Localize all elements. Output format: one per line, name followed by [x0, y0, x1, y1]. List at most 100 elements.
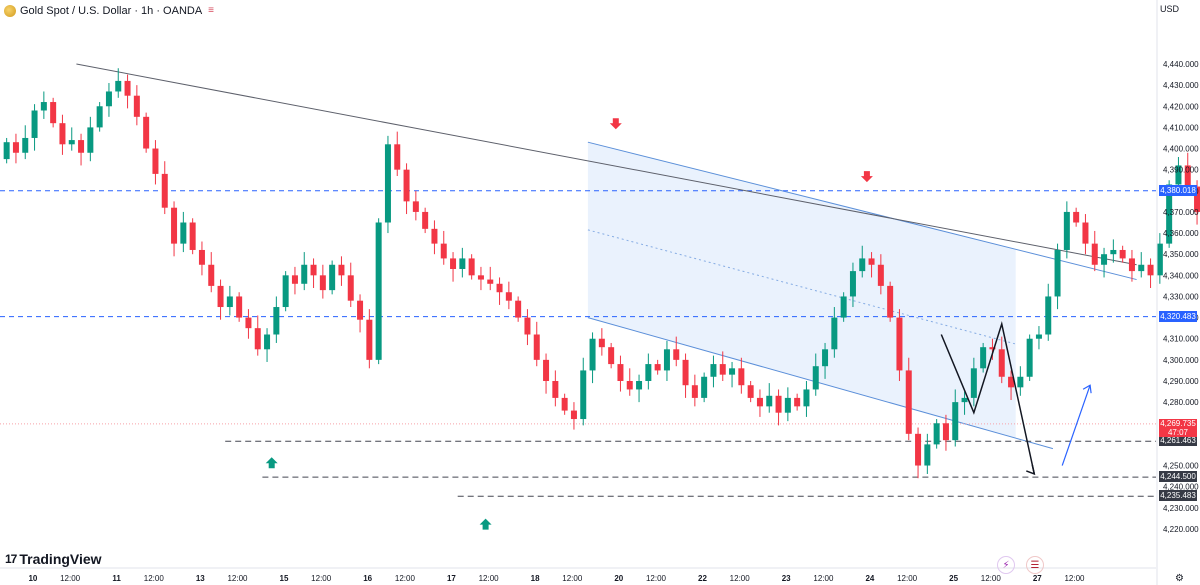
- candle-body[interactable]: [598, 338, 605, 348]
- last-price-tag[interactable]: 4,269.735 47:07: [1159, 418, 1197, 437]
- candle-body[interactable]: [180, 222, 187, 244]
- candle-body[interactable]: [171, 207, 178, 244]
- candle-body[interactable]: [319, 275, 326, 291]
- candle-body[interactable]: [784, 397, 791, 413]
- candle-body[interactable]: [896, 317, 903, 371]
- candle-body[interactable]: [226, 296, 233, 308]
- candle-body[interactable]: [105, 91, 112, 107]
- candle-body[interactable]: [840, 296, 847, 318]
- candle-body[interactable]: [729, 368, 736, 375]
- candle-body[interactable]: [1073, 211, 1080, 223]
- candle-body[interactable]: [831, 317, 838, 350]
- candle-body[interactable]: [822, 349, 829, 367]
- candle-body[interactable]: [989, 347, 996, 350]
- trendline[interactable]: [76, 63, 1137, 266]
- candle-body[interactable]: [691, 385, 698, 398]
- candle-body[interactable]: [719, 364, 726, 375]
- gear-icon[interactable]: ⚙: [1175, 573, 1184, 584]
- level-price-tag-2[interactable]: 4,261.463: [1159, 435, 1197, 447]
- candle-body[interactable]: [515, 300, 522, 318]
- candle-body[interactable]: [1194, 186, 1200, 212]
- candle-body[interactable]: [87, 127, 94, 153]
- candle-body[interactable]: [887, 285, 894, 318]
- candle-body[interactable]: [273, 307, 280, 335]
- candle-body[interactable]: [505, 292, 512, 301]
- level-price-tag-3[interactable]: 4,244.500: [1159, 471, 1197, 483]
- candle-body[interactable]: [738, 368, 745, 386]
- candle-body[interactable]: [1175, 165, 1182, 185]
- candle-body[interactable]: [524, 317, 531, 335]
- candle-body[interactable]: [161, 173, 168, 208]
- projection-arrow[interactable]: [1061, 385, 1091, 466]
- candle-body[interactable]: [477, 275, 484, 280]
- candle-body[interactable]: [1128, 258, 1135, 272]
- candle-body[interactable]: [961, 397, 968, 403]
- candle-body[interactable]: [245, 317, 252, 329]
- candle-body[interactable]: [636, 380, 643, 390]
- candle-body[interactable]: [468, 258, 475, 276]
- candle-body[interactable]: [59, 123, 66, 145]
- candle-body[interactable]: [338, 264, 345, 276]
- candle-body[interactable]: [905, 370, 912, 434]
- candle-body[interactable]: [580, 370, 587, 420]
- candle-body[interactable]: [1026, 338, 1033, 377]
- candle-body[interactable]: [384, 144, 391, 223]
- candle-body[interactable]: [673, 349, 680, 360]
- candle-body[interactable]: [431, 228, 438, 244]
- candle-body[interactable]: [775, 395, 782, 413]
- candle-body[interactable]: [645, 364, 652, 381]
- candle-body[interactable]: [1147, 264, 1154, 276]
- candle-body[interactable]: [375, 222, 382, 360]
- candle-body[interactable]: [617, 364, 624, 381]
- candle-body[interactable]: [701, 376, 708, 398]
- candle-body[interactable]: [487, 279, 494, 284]
- candle-body[interactable]: [849, 271, 856, 297]
- currency-label[interactable]: USD: [1160, 4, 1180, 14]
- candle-body[interactable]: [124, 80, 131, 96]
- candle-body[interactable]: [208, 264, 215, 286]
- candle-body[interactable]: [756, 397, 763, 407]
- candle-body[interactable]: [794, 397, 801, 407]
- candle-body[interactable]: [1063, 211, 1070, 250]
- candle-body[interactable]: [766, 395, 773, 407]
- candle-body[interactable]: [22, 137, 29, 153]
- level-price-tag-0[interactable]: 4,380.018: [1159, 184, 1197, 196]
- candle-body[interactable]: [12, 142, 19, 153]
- candle-body[interactable]: [450, 258, 457, 269]
- candle-body[interactable]: [440, 243, 447, 259]
- candle-body[interactable]: [589, 338, 596, 371]
- candle-body[interactable]: [1035, 334, 1042, 339]
- candle-body[interactable]: [933, 423, 940, 445]
- candle-body[interactable]: [496, 283, 503, 293]
- candle-body[interactable]: [282, 275, 289, 308]
- candle-body[interactable]: [459, 258, 466, 269]
- candle-body[interactable]: [998, 349, 1005, 377]
- candle-body[interactable]: [1054, 249, 1061, 297]
- candle-body[interactable]: [552, 380, 559, 398]
- candle-body[interactable]: [970, 368, 977, 398]
- candle-body[interactable]: [347, 275, 354, 301]
- candle-body[interactable]: [50, 102, 57, 124]
- candle-body[interactable]: [96, 106, 103, 128]
- candle-body[interactable]: [133, 95, 140, 117]
- candle-body[interactable]: [710, 364, 717, 377]
- lightning-icon[interactable]: ⚡: [997, 556, 1015, 574]
- candle-body[interactable]: [1091, 243, 1098, 265]
- channel-lower-line[interactable]: [587, 317, 1054, 450]
- candle-body[interactable]: [217, 285, 224, 308]
- candle-body[interactable]: [859, 258, 866, 272]
- channel-upper-line[interactable]: [587, 141, 1137, 281]
- candle-body[interactable]: [1045, 296, 1052, 335]
- tradingview-logo[interactable]: 17 TradingView: [5, 550, 102, 568]
- us-flag-icon[interactable]: ☰: [1026, 556, 1044, 574]
- candle-body[interactable]: [1138, 264, 1145, 272]
- candle-body[interactable]: [663, 349, 670, 371]
- candle-body[interactable]: [31, 110, 38, 138]
- candle-body[interactable]: [915, 433, 922, 466]
- candle-body[interactable]: [78, 140, 85, 153]
- candle-body[interactable]: [189, 222, 196, 250]
- candle-body[interactable]: [3, 142, 10, 160]
- candle-body[interactable]: [626, 380, 633, 390]
- candle-body[interactable]: [533, 334, 540, 360]
- chart-header[interactable]: Gold Spot / U.S. Dollar · 1h · OANDA ≡: [4, 3, 214, 19]
